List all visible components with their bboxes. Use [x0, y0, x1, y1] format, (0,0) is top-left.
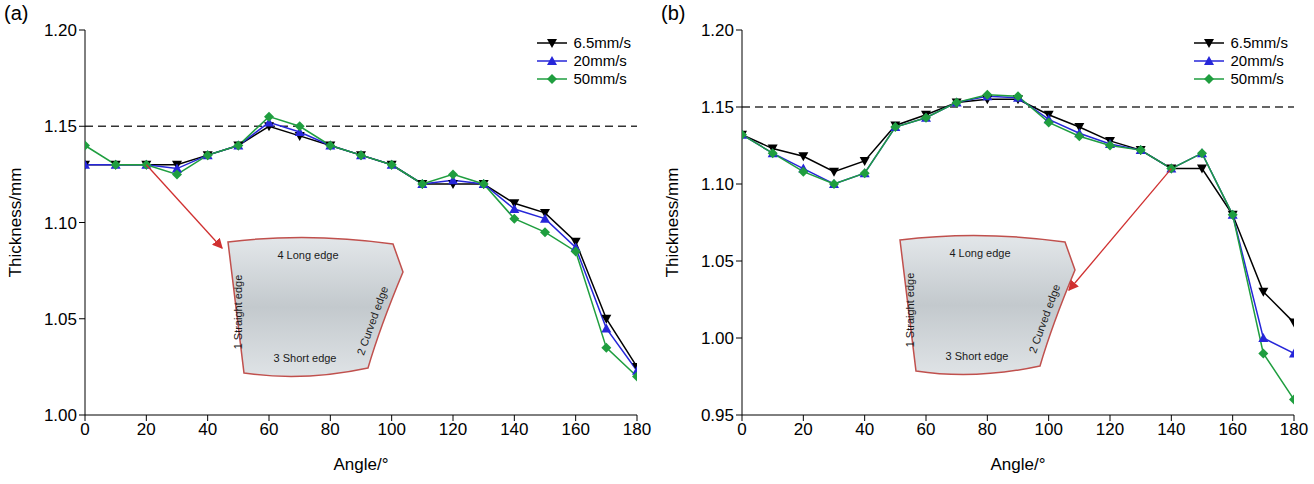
svg-text:120: 120: [439, 420, 467, 439]
svg-text:1.15: 1.15: [44, 117, 77, 136]
svg-text:2 Curved edge: 2 Curved edge: [354, 285, 390, 357]
svg-text:100: 100: [1034, 420, 1062, 439]
svg-text:160: 160: [561, 420, 589, 439]
svg-text:0.95: 0.95: [701, 406, 734, 425]
svg-text:1.00: 1.00: [701, 329, 734, 348]
html-text:6.5mm/s: 6.5mm/s: [573, 34, 631, 51]
svg-text:180: 180: [623, 420, 651, 439]
svg-text:Angle/°: Angle/°: [333, 455, 388, 474]
svg-text:Angle/°: Angle/°: [990, 455, 1045, 474]
svg-text:40: 40: [855, 420, 874, 439]
svg-text:60: 60: [917, 420, 936, 439]
svg-text:80: 80: [978, 420, 997, 439]
svg-text:160: 160: [1218, 420, 1246, 439]
svg-text:1.20: 1.20: [701, 21, 734, 40]
svg-text:3 Short edge: 3 Short edge: [946, 350, 1009, 362]
svg-text:20: 20: [794, 420, 813, 439]
html-text:50mm/s: 50mm/s: [1230, 70, 1284, 87]
svg-text:40: 40: [198, 420, 217, 439]
svg-text:60: 60: [260, 420, 279, 439]
svg-text:120: 120: [1096, 420, 1124, 439]
svg-text:140: 140: [1157, 420, 1185, 439]
svg-text:Thickness/mm: Thickness/mm: [6, 168, 25, 278]
svg-text:180: 180: [1280, 420, 1308, 439]
svg-text:100: 100: [377, 420, 405, 439]
svg-text:2 Curved edge: 2 Curved edge: [1026, 283, 1062, 355]
svg-text:80: 80: [321, 420, 340, 439]
svg-text:3 Short edge: 3 Short edge: [274, 352, 337, 364]
svg-text:0: 0: [737, 420, 746, 439]
svg-text:1.20: 1.20: [44, 21, 77, 40]
svg-text:1.10: 1.10: [701, 175, 734, 194]
html-text:20mm/s: 20mm/s: [573, 52, 627, 69]
svg-text:1.10: 1.10: [44, 214, 77, 233]
html-text:(a): (a): [4, 2, 29, 24]
html-text:50mm/s: 50mm/s: [573, 70, 627, 87]
svg-text:140: 140: [500, 420, 528, 439]
svg-text:1.00: 1.00: [44, 406, 77, 425]
svg-text:0: 0: [80, 420, 89, 439]
svg-text:1.15: 1.15: [701, 98, 734, 117]
svg-text:20: 20: [137, 420, 156, 439]
svg-text:1.05: 1.05: [44, 310, 77, 329]
html-text:6.5mm/s: 6.5mm/s: [1230, 34, 1288, 51]
svg-text:4 Long edge: 4 Long edge: [949, 247, 1010, 259]
svg-text:1.05: 1.05: [701, 252, 734, 271]
svg-text:4 Long edge: 4 Long edge: [277, 249, 338, 261]
html-text:(b): (b): [661, 2, 686, 24]
svg-text:Thickness/mm: Thickness/mm: [663, 168, 682, 278]
svg-text:1 Straight edge: 1 Straight edge: [904, 273, 916, 348]
svg-text:1 Straight edge: 1 Straight edge: [232, 275, 244, 350]
html-text:20mm/s: 20mm/s: [1230, 52, 1284, 69]
